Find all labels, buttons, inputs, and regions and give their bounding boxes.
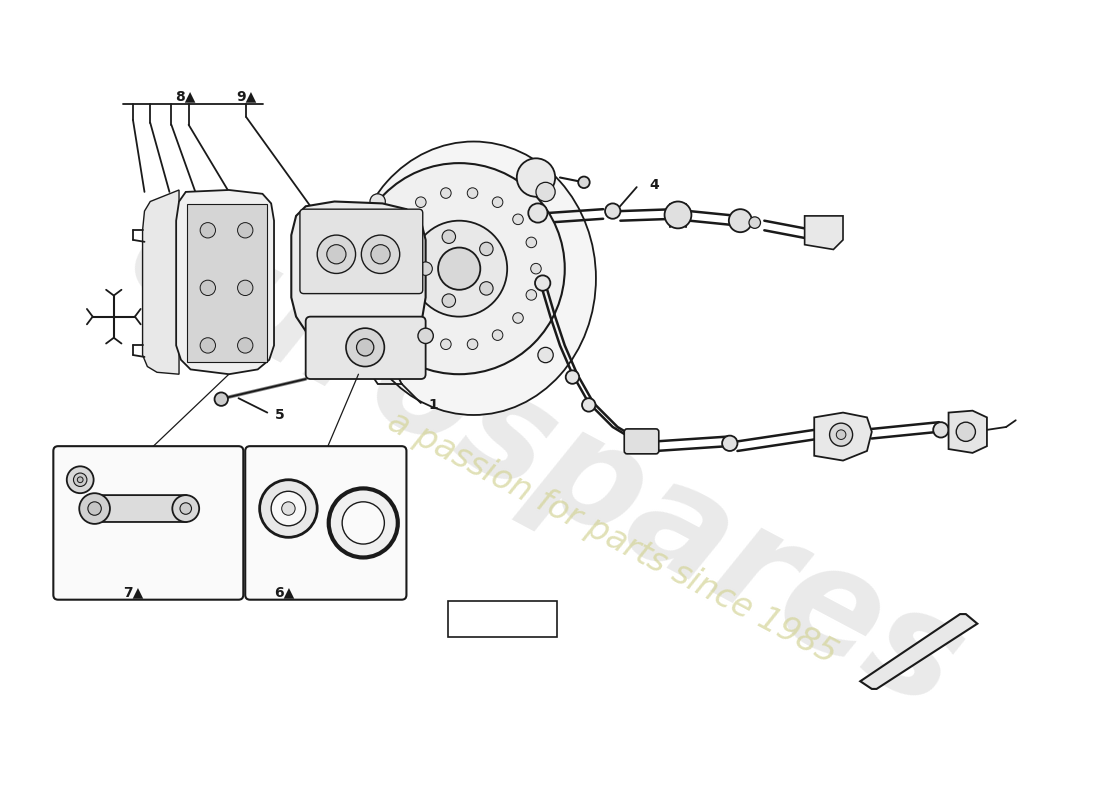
Circle shape <box>77 477 84 482</box>
Circle shape <box>200 222 216 238</box>
Circle shape <box>200 338 216 353</box>
Circle shape <box>329 488 398 558</box>
Circle shape <box>605 203 620 218</box>
Circle shape <box>416 197 426 207</box>
Ellipse shape <box>351 142 596 415</box>
Circle shape <box>582 398 595 412</box>
Circle shape <box>79 493 110 524</box>
Circle shape <box>317 235 355 274</box>
Circle shape <box>829 423 852 446</box>
Circle shape <box>480 282 493 295</box>
Circle shape <box>74 473 87 486</box>
FancyBboxPatch shape <box>624 429 659 454</box>
Circle shape <box>441 339 451 350</box>
Circle shape <box>956 422 976 442</box>
Circle shape <box>535 275 550 290</box>
Circle shape <box>493 330 503 341</box>
FancyBboxPatch shape <box>306 317 426 379</box>
Circle shape <box>411 221 507 317</box>
Circle shape <box>260 480 317 538</box>
Polygon shape <box>292 202 426 346</box>
Circle shape <box>416 330 426 341</box>
Text: eurospares: eurospares <box>106 182 986 739</box>
Text: 4: 4 <box>649 178 659 192</box>
Text: ▲=10: ▲=10 <box>480 611 525 626</box>
Circle shape <box>67 466 94 493</box>
FancyBboxPatch shape <box>53 446 243 600</box>
Circle shape <box>282 502 295 515</box>
Circle shape <box>565 370 579 384</box>
Circle shape <box>395 214 406 225</box>
Circle shape <box>382 237 393 248</box>
Circle shape <box>173 495 199 522</box>
Text: 1: 1 <box>429 398 438 412</box>
Circle shape <box>933 422 948 438</box>
Circle shape <box>749 217 760 228</box>
Circle shape <box>528 203 548 222</box>
Circle shape <box>419 262 432 275</box>
Circle shape <box>538 347 553 362</box>
Text: 5: 5 <box>275 407 285 422</box>
Circle shape <box>214 393 228 406</box>
Circle shape <box>513 214 524 225</box>
Circle shape <box>371 245 390 264</box>
Circle shape <box>836 430 846 439</box>
Circle shape <box>342 502 384 544</box>
Circle shape <box>356 338 374 356</box>
Circle shape <box>361 235 399 274</box>
Polygon shape <box>804 216 843 250</box>
Circle shape <box>418 328 433 343</box>
Circle shape <box>238 280 253 295</box>
FancyBboxPatch shape <box>92 495 188 522</box>
Circle shape <box>88 502 101 515</box>
Circle shape <box>442 230 455 243</box>
FancyBboxPatch shape <box>245 446 406 600</box>
Circle shape <box>722 436 737 451</box>
Circle shape <box>238 338 253 353</box>
Circle shape <box>579 177 590 188</box>
FancyBboxPatch shape <box>448 601 557 637</box>
Circle shape <box>468 339 477 350</box>
Text: 6▲: 6▲ <box>275 585 295 599</box>
Circle shape <box>664 202 692 228</box>
Circle shape <box>238 222 253 238</box>
Circle shape <box>438 247 481 290</box>
Circle shape <box>493 197 503 207</box>
Circle shape <box>354 163 564 374</box>
Circle shape <box>517 158 556 197</box>
Circle shape <box>526 237 537 248</box>
Circle shape <box>536 182 556 202</box>
Circle shape <box>513 313 524 323</box>
FancyBboxPatch shape <box>187 204 267 362</box>
Circle shape <box>370 194 385 209</box>
Text: 7▲: 7▲ <box>123 585 143 599</box>
Circle shape <box>480 242 493 256</box>
Circle shape <box>441 188 451 198</box>
Polygon shape <box>143 190 179 374</box>
Polygon shape <box>814 413 872 461</box>
Circle shape <box>271 491 306 526</box>
Circle shape <box>530 263 541 274</box>
Circle shape <box>468 188 477 198</box>
Circle shape <box>346 328 384 366</box>
Circle shape <box>382 290 393 300</box>
Polygon shape <box>860 614 977 689</box>
Circle shape <box>200 280 216 295</box>
Polygon shape <box>948 410 987 453</box>
Circle shape <box>377 263 387 274</box>
Circle shape <box>327 245 346 264</box>
Circle shape <box>442 294 455 307</box>
Text: 9▲: 9▲ <box>236 89 256 103</box>
Circle shape <box>395 313 406 323</box>
Polygon shape <box>176 190 274 374</box>
FancyBboxPatch shape <box>300 209 422 294</box>
Circle shape <box>526 290 537 300</box>
Circle shape <box>365 338 381 353</box>
Text: 8▲: 8▲ <box>176 89 196 103</box>
Circle shape <box>729 209 752 232</box>
Circle shape <box>180 502 191 514</box>
Text: a passion for parts since 1985: a passion for parts since 1985 <box>383 405 843 670</box>
